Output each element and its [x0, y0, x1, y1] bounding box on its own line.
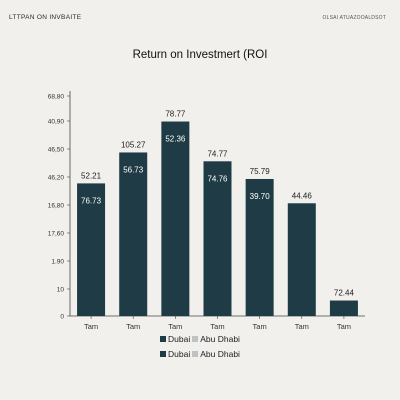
bar: [329, 300, 358, 316]
y-tick-label: 46,20: [48, 174, 65, 181]
x-tick-label: Tam: [253, 322, 267, 331]
bar-inner-label: 74.76: [207, 174, 228, 183]
legend-row: Dubai Abu Dhabi: [0, 334, 400, 344]
legend-swatch: [192, 336, 199, 342]
bar-value-label: 105.27: [121, 140, 146, 149]
bar-inner-label: 76.73: [81, 196, 102, 205]
bar-inner-label: 56.73: [123, 165, 144, 174]
legend-item: Dubai: [160, 349, 190, 359]
bar: [245, 178, 274, 316]
header-right-text: OLSAI ATUAZOOALDSOT: [322, 15, 386, 21]
legend-item: Abu Dhabi: [192, 334, 240, 344]
bar-value-label: 78.77: [165, 110, 186, 119]
bar: [119, 152, 148, 316]
y-tick-label: 1.90: [51, 258, 64, 265]
y-tick-label: 10: [57, 286, 65, 293]
y-tick-label: 16,80: [48, 202, 65, 209]
chart-title: Return on Investmert (ROI: [132, 49, 268, 61]
legend-item: Dubai: [160, 334, 190, 344]
legend-label: Dubai: [168, 349, 191, 359]
bar-inner-label: 39.70: [250, 192, 271, 201]
bar: [203, 161, 232, 316]
bar: [287, 203, 316, 316]
bar-value-label: 44.46: [292, 191, 313, 200]
x-tick-label: Tam: [210, 322, 224, 331]
bar-value-label: 52.21: [81, 171, 102, 180]
legend-swatch: [160, 336, 167, 342]
bar-value-label: 74.77: [207, 149, 228, 158]
bar-inner-label: 52.36: [165, 135, 186, 144]
legend-label: Abu Dhabi: [200, 349, 240, 359]
y-tick-label: 68,80: [48, 93, 65, 100]
legend-row: Dubai Abu Dhabi: [0, 349, 400, 359]
bar: [161, 121, 190, 317]
x-tick-label: Tam: [84, 322, 98, 331]
bar-value-label: 72.44: [334, 289, 355, 298]
y-tick-label: 40,90: [48, 118, 65, 125]
legend-label: Dubai: [168, 334, 191, 344]
y-tick-label: 46,50: [48, 146, 65, 153]
bar: [77, 183, 106, 316]
bar-value-label: 75.79: [250, 167, 271, 176]
x-tick-label: Tam: [337, 322, 351, 331]
legend-swatch: [160, 351, 167, 357]
legend-swatch: [192, 351, 199, 357]
x-tick-label: Tam: [168, 322, 182, 331]
legend-label: Abu Dhabi: [200, 334, 240, 344]
y-tick-label: 17,60: [48, 230, 65, 237]
x-tick-label: Tam: [126, 322, 140, 331]
header-left-text: LTTPAN ON INVBAITE: [9, 14, 82, 21]
y-tick-label: 0: [60, 313, 64, 320]
legend-item: Abu Dhabi: [192, 349, 240, 359]
x-tick-label: Tam: [295, 322, 309, 331]
